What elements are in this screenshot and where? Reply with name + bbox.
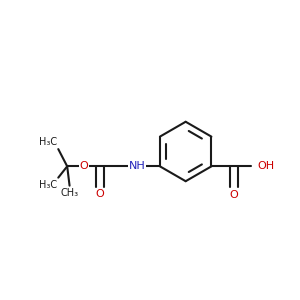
Text: H₃C: H₃C xyxy=(39,180,57,190)
Text: O: O xyxy=(229,190,238,200)
Text: O: O xyxy=(80,161,88,171)
Text: OH: OH xyxy=(257,161,274,171)
Text: NH: NH xyxy=(129,161,146,171)
Text: H₃C: H₃C xyxy=(39,137,57,147)
Text: O: O xyxy=(95,189,104,199)
Text: CH₃: CH₃ xyxy=(61,188,79,198)
